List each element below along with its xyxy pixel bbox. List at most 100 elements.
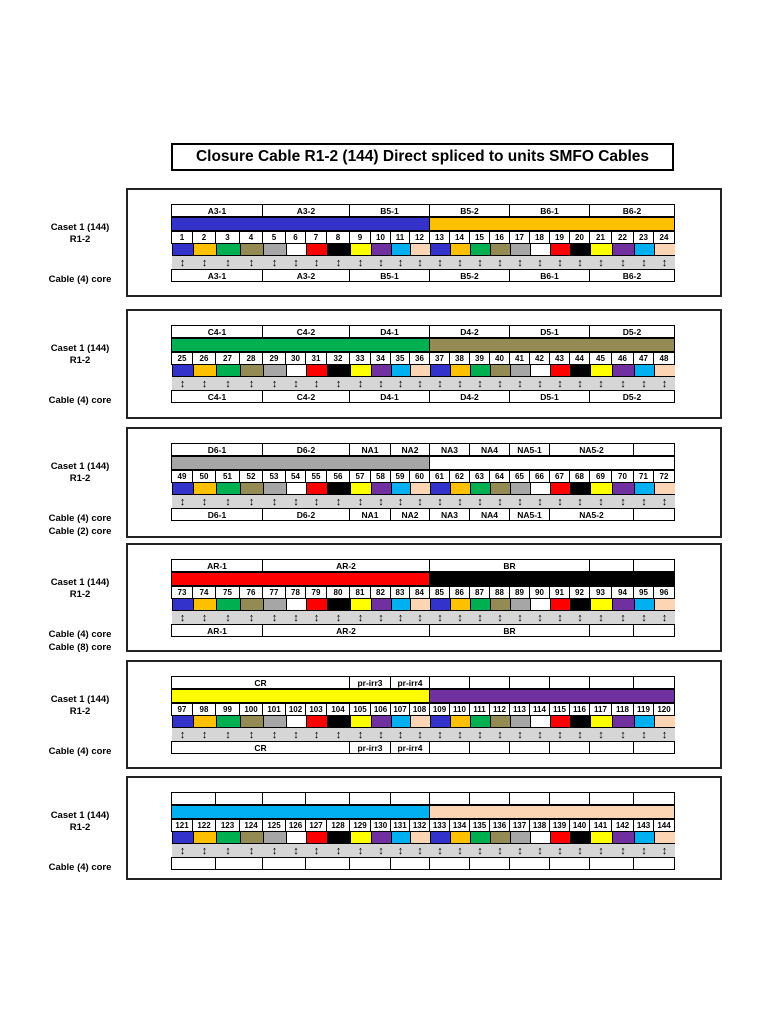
unit-label-cell: CR	[171, 741, 350, 754]
splice-arrow-icon: ↕	[661, 495, 668, 508]
fiber-color-swatch	[193, 716, 216, 728]
fiber-color-swatch	[612, 832, 634, 844]
splice-arrow-row: ↕ ↕ ↕ ↕ ↕ ↕ ↕ ↕ ↕ ↕ ↕ ↕ ↕ ↕ ↕ ↕ ↕ ↕ ↕ ↕ ↕ ↕ ↕ ↕	[172, 844, 675, 857]
splice-arrow-icon: ↕	[201, 844, 208, 857]
unit-label-cell	[390, 857, 430, 870]
fiber-color-swatch	[371, 716, 391, 728]
tube-color-bar	[171, 217, 675, 231]
fiber-color-swatch	[216, 365, 240, 377]
caset-label: Caset 1 (144) R1-2	[20, 694, 140, 718]
splice-arrow-icon: ↕	[577, 256, 583, 269]
fiber-color-swatch	[470, 599, 490, 611]
caset-name: Caset 1 (144)	[50, 343, 110, 354]
splice-arrow-icon: ↕	[477, 728, 483, 741]
fiber-color-swatch	[306, 244, 327, 256]
unit-footer-row: CR pr-irr3 pr-irr4	[171, 741, 675, 754]
splice-arrow-icon: ↕	[537, 611, 543, 624]
splice-arrow-icon: ↕	[417, 728, 423, 741]
fiber-color-swatch	[590, 832, 612, 844]
splice-arrow-icon: ↕	[661, 611, 668, 624]
fiber-number: 24	[653, 231, 675, 244]
splice-arrow-icon: ↕	[661, 728, 668, 741]
unit-label-cell: AR-2	[262, 559, 430, 572]
unit-label-cell	[589, 624, 634, 637]
cable-core-label: Cable (4) core	[48, 395, 112, 406]
fiber-number: 73	[171, 586, 193, 599]
fiber-color-swatch	[450, 365, 470, 377]
fiber-number: 13	[429, 231, 450, 244]
splice-arrow-icon: ↕	[557, 495, 563, 508]
unit-label-cell	[429, 857, 470, 870]
fiber-color-swatch	[263, 365, 286, 377]
unit-label-cell	[305, 792, 350, 805]
splice-arrow-icon: ↕	[397, 256, 404, 269]
fiber-color-swatch	[550, 832, 570, 844]
splice-arrow-icon: ↕	[417, 844, 423, 857]
splice-arrow-icon: ↕	[335, 256, 342, 269]
fiber-number: 110	[449, 703, 470, 716]
splice-arrow-icon: ↕	[620, 256, 626, 269]
unit-label-cell: B5-1	[349, 204, 430, 217]
fiber-number: 92	[569, 586, 590, 599]
splice-arrow-icon: ↕	[517, 495, 523, 508]
splice-arrow-icon: ↕	[201, 377, 208, 390]
splice-arrow-icon: ↕	[313, 611, 320, 624]
splice-arrow-icon: ↕	[620, 611, 626, 624]
fiber-color-swatch	[410, 716, 430, 728]
caset-label: Caset 1 (144) R1-2	[20, 461, 140, 485]
splice-arrow-icon: ↕	[248, 495, 255, 508]
unit-label-cell: A3-2	[262, 269, 350, 282]
splice-arrow-icon: ↕	[557, 377, 563, 390]
splice-arrow-icon: ↕	[378, 728, 384, 741]
fiber-number: 16	[489, 231, 510, 244]
unit-label-cell	[171, 857, 216, 870]
splice-arrow-row: ↕ ↕ ↕ ↕ ↕ ↕ ↕ ↕ ↕ ↕ ↕ ↕ ↕ ↕ ↕ ↕ ↕ ↕ ↕ ↕ ↕ ↕ ↕ ↕	[172, 377, 675, 390]
unit-label-cell	[633, 857, 675, 870]
fiber-color-swatch	[410, 832, 430, 844]
splice-arrow-icon: ↕	[417, 377, 423, 390]
fiber-number: 83	[390, 586, 410, 599]
unit-label-cell: NA5-2	[549, 443, 634, 456]
unit-label-cell: D6-1	[171, 443, 263, 456]
fiber-number: 88	[489, 586, 510, 599]
fiber-color-swatch	[410, 365, 430, 377]
splice-arrow-icon: ↕	[397, 377, 404, 390]
splice-arrow-icon: ↕	[357, 495, 364, 508]
fiber-color-swatch	[216, 244, 240, 256]
fiber-number: 41	[509, 352, 530, 365]
fiber-color-swatch	[450, 599, 470, 611]
fiber-number: 2	[192, 231, 216, 244]
fiber-number-row: 97 98 99 100 101 102 103 104 105 106 107 108 109 110 1…	[171, 703, 675, 716]
fiber-color-swatch	[654, 365, 675, 377]
fiber-number: 7	[305, 231, 327, 244]
fiber-number: 129	[349, 819, 371, 832]
splice-arrow-icon: ↕	[641, 377, 647, 390]
fiber-color-swatch	[510, 365, 530, 377]
unit-label-cell	[349, 792, 391, 805]
fiber-number: 34	[370, 352, 391, 365]
fiber-color-swatch	[286, 599, 306, 611]
unit-label-cell: D4-1	[349, 390, 430, 403]
route-label: R1-2	[69, 706, 91, 717]
fiber-color-swatch	[193, 483, 216, 495]
tube-color-bar	[171, 805, 675, 819]
fiber-number: 19	[549, 231, 570, 244]
unit-label-cell: B5-2	[429, 204, 510, 217]
fiber-color-swatch	[430, 244, 450, 256]
fiber-color-swatch	[634, 365, 654, 377]
unit-label-cell: A3-2	[262, 204, 350, 217]
fiber-color-swatch	[530, 244, 550, 256]
fiber-number: 137	[509, 819, 530, 832]
fiber-color-swatch	[450, 832, 470, 844]
splice-arrow-icon: ↕	[517, 844, 523, 857]
unit-label-cell: pr-irr4	[390, 676, 430, 689]
unit-label-cell: D6-1	[171, 508, 263, 521]
splice-arrow-icon: ↕	[620, 728, 626, 741]
splice-arrow-icon: ↕	[437, 611, 443, 624]
fiber-number: 48	[653, 352, 675, 365]
fiber-color-row	[172, 244, 675, 256]
splice-arrow-icon: ↕	[313, 495, 320, 508]
fiber-number: 66	[529, 470, 550, 483]
splice-arrow-icon: ↕	[335, 611, 342, 624]
fiber-number: 101	[262, 703, 286, 716]
